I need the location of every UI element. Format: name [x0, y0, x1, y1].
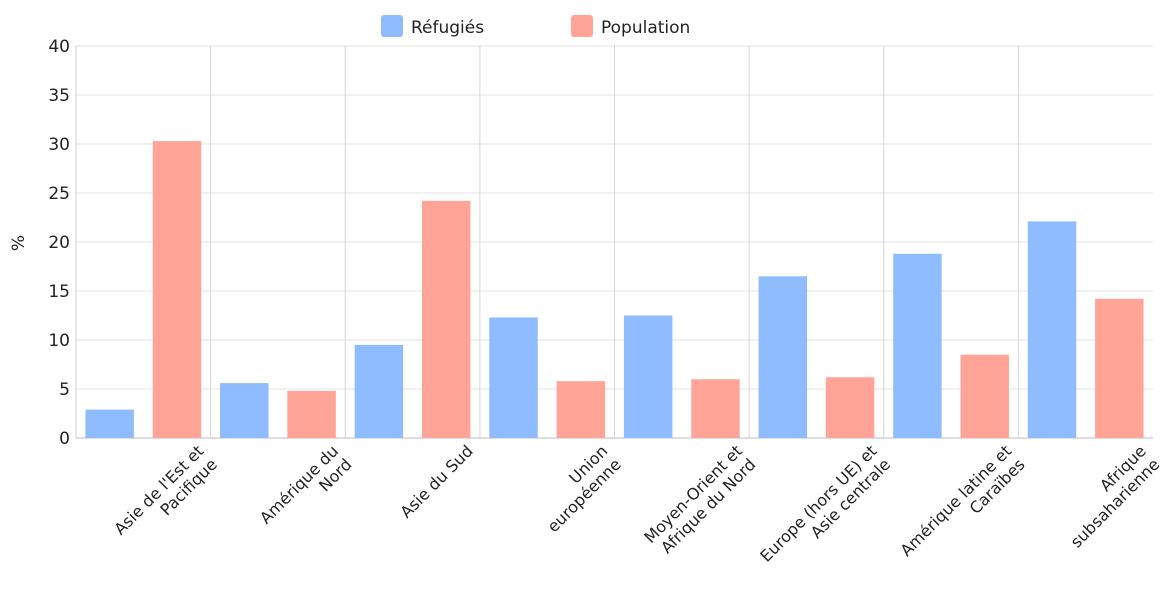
x-tick-label: Moyen-Orient etAfrique du Nord	[640, 441, 759, 560]
category-label: Asie du Sud	[396, 441, 476, 521]
y-tick-label: 10	[48, 331, 70, 351]
bars	[85, 141, 1144, 439]
grid	[75, 45, 1153, 439]
category-label: Moyen-Orient etAfrique du Nord	[640, 441, 759, 560]
bar-population[interactable]	[556, 381, 606, 438]
category-label: Unioneuropéenne	[530, 441, 625, 536]
bar-refugies[interactable]	[758, 276, 808, 438]
bar-refugies[interactable]	[489, 317, 538, 438]
x-tick-label: Amérique latine etCaraïbes	[897, 441, 1029, 573]
bar-population[interactable]	[960, 354, 1009, 438]
y-axis-ticks: 0 5 10 15 20 25 30 35 40	[48, 37, 70, 449]
category-label-line: Europe (hors UE) et	[756, 441, 880, 565]
x-tick-label: Afriquesubsaharienne	[1053, 441, 1164, 551]
x-tick-label: Unioneuropéenne	[530, 441, 625, 536]
bar-refugies[interactable]	[354, 344, 404, 438]
category-label: Europe (hors UE) etAsie centrale	[756, 441, 894, 579]
y-axis-label: %	[9, 235, 29, 251]
y-tick-label: 20	[48, 233, 70, 253]
category-label-line: Amérique latine et	[897, 441, 1016, 560]
x-tick-label: Amérique duNord	[256, 441, 356, 541]
category-label: Amérique duNord	[256, 441, 356, 541]
legend-label[interactable]: Population	[601, 18, 690, 38]
bar-population[interactable]	[287, 390, 336, 438]
bar-population[interactable]	[1095, 298, 1144, 438]
x-tick-label: Asie de l'Est etPacifique	[110, 441, 221, 552]
y-tick-label: 0	[59, 429, 70, 449]
legend-swatch[interactable]	[571, 15, 593, 37]
x-tick-label: Europe (hors UE) etAsie centrale	[756, 441, 894, 579]
y-tick-label: 15	[48, 282, 70, 302]
legend-label[interactable]: Réfugiés	[411, 18, 484, 38]
category-label: Asie de l'Est etPacifique	[110, 441, 221, 552]
bar-population[interactable]	[691, 379, 740, 438]
y-tick-label: 25	[48, 184, 70, 204]
bar-population[interactable]	[152, 141, 202, 438]
y-tick-label: 30	[48, 135, 70, 155]
bar-refugies[interactable]	[893, 253, 942, 438]
category-label-line: Asie du Sud	[396, 441, 476, 521]
y-tick-label: 40	[48, 37, 70, 57]
bar-refugies[interactable]	[1027, 221, 1077, 438]
legend-swatch[interactable]	[381, 15, 403, 37]
category-label: Amérique latine etCaraïbes	[897, 441, 1029, 573]
y-tick-label: 35	[48, 86, 70, 106]
bar-refugies[interactable]	[623, 315, 673, 439]
bar-refugies[interactable]	[85, 409, 134, 438]
x-axis-labels: Asie de l'Est etPacifique Amérique duNord…	[110, 441, 1164, 579]
bar-population[interactable]	[421, 200, 471, 438]
category-label: Afriquesubsaharienne	[1053, 441, 1163, 551]
bar-refugies[interactable]	[220, 383, 269, 438]
y-tick-label: 5	[59, 380, 70, 400]
legend[interactable]: Réfugiés Population	[381, 15, 690, 38]
x-tick-label: Asie du Sud	[396, 441, 476, 521]
bar-population[interactable]	[825, 377, 875, 438]
